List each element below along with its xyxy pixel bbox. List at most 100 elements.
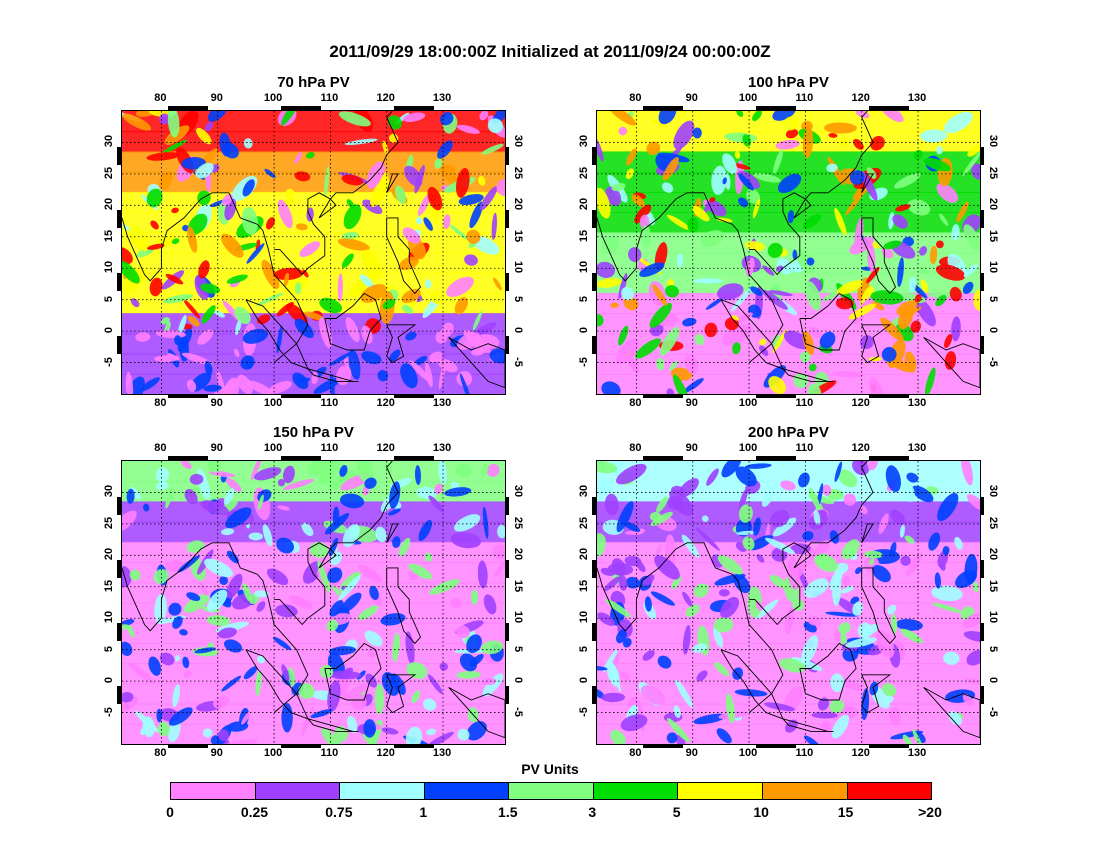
pv-contour-blob bbox=[493, 277, 502, 291]
lat-tick-label: -5 bbox=[103, 356, 115, 367]
pv-contour-blob bbox=[606, 661, 620, 687]
pv-contour-blob bbox=[804, 281, 822, 311]
lon-tick-label: 130 bbox=[432, 92, 452, 104]
pv-contour-blob bbox=[416, 486, 437, 499]
pv-contour-blob bbox=[793, 373, 809, 389]
pv-contour-blob bbox=[164, 321, 171, 333]
lat-tick-label: 25 bbox=[512, 166, 524, 179]
pv-contour-blob bbox=[843, 493, 856, 506]
pv-contour-blob bbox=[134, 710, 159, 733]
lat-tick-label: 5 bbox=[512, 295, 524, 302]
pv-contour-blob bbox=[828, 133, 838, 138]
lat-tick-label: 15 bbox=[103, 229, 115, 242]
pv-contour-blob bbox=[402, 112, 426, 122]
pv-contour-blob bbox=[129, 569, 141, 581]
pv-contour-blob bbox=[750, 286, 763, 296]
lon-tick-label: 110 bbox=[320, 442, 339, 454]
lat-tick-label: 15 bbox=[512, 579, 524, 592]
pv-contour-blob bbox=[456, 167, 470, 198]
lon-tick-label: 120 bbox=[851, 92, 870, 104]
colorbar-label: >20 bbox=[918, 804, 942, 820]
pv-contour-blob bbox=[944, 334, 953, 349]
pv-contour-blob bbox=[808, 363, 817, 372]
pv-contour-blob bbox=[866, 266, 880, 284]
pv-contour-blob bbox=[292, 372, 309, 390]
axis-tick-bar bbox=[868, 456, 909, 460]
pv-contour-blob bbox=[706, 468, 719, 486]
pv-contour-blob bbox=[321, 728, 345, 744]
pv-contour-blob bbox=[803, 735, 822, 744]
pv-contour-blob bbox=[650, 591, 675, 606]
pv-contour-blob bbox=[966, 650, 980, 666]
pv-band bbox=[597, 703, 980, 725]
pv-contour-blob bbox=[122, 510, 137, 533]
pv-contour-blob bbox=[731, 315, 740, 321]
pv-contour-blob bbox=[943, 651, 960, 665]
pv-contour-blob bbox=[676, 253, 684, 268]
pv-contour-blob bbox=[434, 483, 443, 495]
lat-tick-label: 5 bbox=[512, 645, 524, 652]
lon-tick-label: 100 bbox=[263, 747, 283, 759]
axis-tick-bar bbox=[592, 686, 596, 705]
pv-contour-blob bbox=[738, 173, 754, 191]
pv-contour-blob bbox=[197, 329, 214, 345]
lat-tick-label: 25 bbox=[512, 516, 524, 529]
lon-tick-label: 90 bbox=[685, 92, 698, 104]
pv-contour-blob bbox=[294, 151, 302, 164]
lat-tick-label: -5 bbox=[512, 356, 524, 367]
pv-contour-blob bbox=[234, 306, 251, 325]
lat-tick-label: 25 bbox=[987, 516, 999, 529]
pv-contour-blob bbox=[186, 379, 197, 392]
pv-contour-blob bbox=[672, 374, 690, 394]
pv-contour-blob bbox=[695, 527, 720, 551]
pv-contour-blob bbox=[937, 492, 959, 522]
pv-contour-blob bbox=[616, 501, 634, 533]
lon-tick-label: 80 bbox=[629, 397, 642, 409]
lat-tick-label: 20 bbox=[103, 198, 115, 211]
pv-contour-blob bbox=[700, 230, 725, 248]
pv-contour-blob bbox=[423, 217, 433, 231]
pv-contour-blob bbox=[169, 707, 193, 726]
pv-contour-blob bbox=[324, 165, 330, 197]
axis-tick-bar bbox=[756, 394, 797, 398]
pv-contour-blob bbox=[909, 276, 917, 293]
pv-contour-blob bbox=[831, 714, 850, 739]
pv-contour-blob bbox=[276, 301, 294, 317]
pv-contour-blob bbox=[401, 304, 414, 314]
pv-contour-blob bbox=[967, 144, 980, 157]
pv-contour-blob bbox=[673, 705, 681, 719]
pv-contour-blob bbox=[852, 461, 870, 476]
pv-contour-blob bbox=[240, 355, 255, 370]
axis-tick-bar bbox=[505, 210, 509, 229]
pv-contour-blob bbox=[122, 619, 135, 626]
pv-contour-blob bbox=[443, 214, 451, 229]
lon-tick-label: 130 bbox=[907, 397, 927, 409]
pv-contour-blob bbox=[759, 338, 767, 346]
pv-contour-blob bbox=[135, 332, 151, 342]
pv-contour-blob bbox=[199, 582, 208, 596]
pv-contour-blob bbox=[299, 241, 321, 257]
pv-contour-blob bbox=[829, 530, 840, 544]
pv-contour-blob bbox=[148, 656, 162, 676]
pv-contour-blob bbox=[649, 511, 662, 522]
pv-contour-blob bbox=[623, 521, 641, 533]
pv-contour-blob bbox=[140, 726, 148, 736]
pv-contour-blob bbox=[721, 461, 742, 478]
pv-contour-blob bbox=[635, 338, 662, 359]
pv-contour-blob bbox=[906, 472, 919, 483]
pv-contour-blob bbox=[326, 619, 339, 632]
axis-tick-bar bbox=[980, 560, 984, 579]
lat-tick-label: 5 bbox=[103, 645, 115, 652]
pv-contour-blob bbox=[662, 157, 679, 181]
colorbar-label: 0 bbox=[166, 804, 174, 820]
pv-contour-blob bbox=[122, 624, 133, 630]
axis-tick-bar bbox=[168, 744, 209, 748]
pv-contour-blob bbox=[819, 331, 836, 349]
pv-contour-blob bbox=[845, 192, 864, 216]
pv-contour-blob bbox=[597, 461, 618, 474]
pv-contour-blob bbox=[250, 461, 262, 481]
pv-map bbox=[122, 461, 505, 744]
pv-contour-blob bbox=[889, 707, 901, 726]
pv-contour-blob bbox=[813, 509, 821, 525]
lon-tick-label: 130 bbox=[432, 397, 452, 409]
